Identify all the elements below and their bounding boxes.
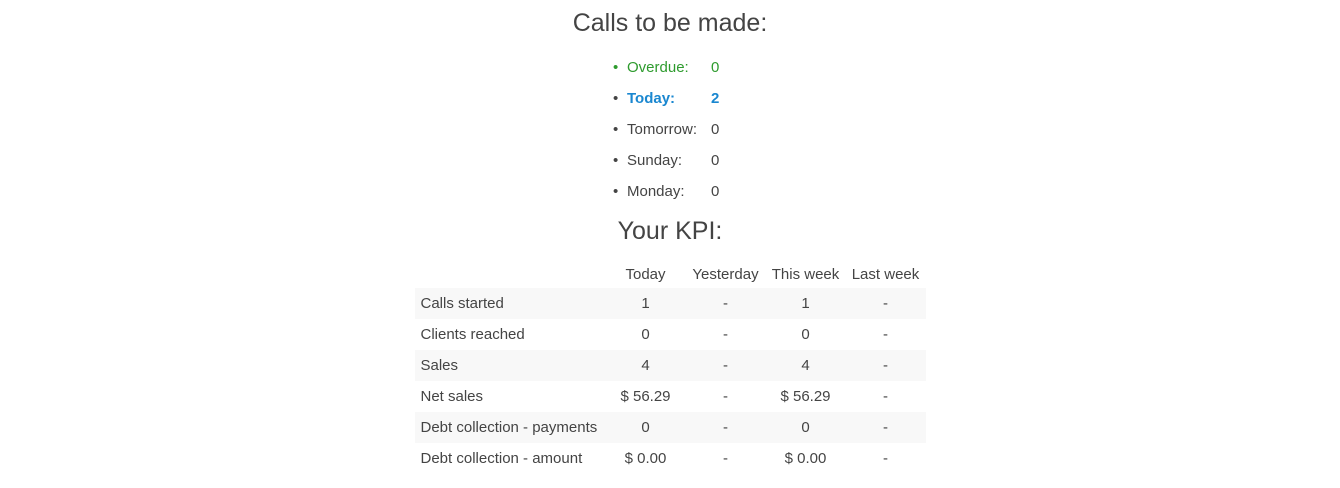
kpi-row-label: Clients reached (420, 326, 525, 343)
list-item-label: Overdue: (627, 59, 689, 76)
kpi-header-empty-cell (415, 260, 606, 288)
kpi-table: Today Yesterday This week Last week Calls s… (414, 260, 926, 474)
table-cell: - (723, 326, 728, 343)
list-item-label: Monday: (627, 183, 685, 200)
bullet-icon: • (613, 59, 619, 76)
calls-section-title: Calls to be made: (572, 9, 768, 37)
table-row: Debt collection - payments 0 - 0 - (414, 412, 926, 443)
table-cell: 0 (641, 326, 650, 343)
kpi-column-header: This week (771, 265, 840, 283)
list-item-label: Today: (627, 90, 676, 107)
table-cell: $ 0.00 (784, 450, 827, 467)
table-cell: 0 (801, 419, 810, 436)
kpi-row-label: Net sales (420, 388, 484, 405)
list-item-label: Sunday: (627, 152, 683, 169)
table-cell: - (883, 295, 888, 312)
table-row: Clients reached 0 - 0 - (415, 319, 926, 350)
table-cell: - (723, 357, 728, 374)
table-row: Debt collection - amount $ 0.00 - $ 0.00 - (415, 443, 926, 474)
table-cell: - (723, 388, 728, 405)
list-item: • Overdue: 0 (613, 52, 727, 83)
kpi-row-label: Calls started (420, 295, 504, 312)
kpi-row-label: Debt collection - payments (420, 419, 598, 436)
list-item: • Today: 2 (613, 83, 727, 114)
table-cell: - (883, 357, 888, 374)
table-cell: - (723, 450, 728, 467)
kpi-row-label: Sales (420, 357, 459, 374)
table-cell: - (883, 419, 888, 436)
table-cell: $ 0.00 (624, 450, 667, 467)
table-row: Sales 4 - 4 - (414, 350, 926, 381)
list-item-label: Tomorrow: (627, 121, 698, 138)
table-cell: - (723, 295, 728, 312)
kpi-header-row: Today Yesterday This week Last week (415, 260, 926, 288)
bullet-icon: • (613, 90, 619, 107)
kpi-section-title: Your KPI: (617, 217, 723, 245)
table-row: Net sales $ 56.29 - $ 56.29 - (415, 381, 926, 412)
kpi-row-label: Debt collection - amount (420, 450, 583, 467)
list-item-value: 2 (711, 90, 720, 107)
table-cell: - (883, 388, 888, 405)
table-cell: $ 56.29 (620, 388, 671, 405)
table-cell: - (883, 450, 888, 467)
list-item: • Monday: 0 (613, 176, 727, 207)
kpi-column-header: Yesterday (692, 265, 759, 283)
table-cell: 1 (801, 295, 810, 312)
list-item-value: 0 (711, 59, 720, 76)
list-item-value: 0 (711, 121, 720, 138)
bullet-icon: • (613, 183, 619, 200)
kpi-column-header: Today (625, 265, 666, 283)
table-cell: 4 (641, 357, 650, 374)
list-item-value: 0 (711, 183, 720, 200)
list-item-value: 0 (711, 152, 720, 169)
calls-to-be-made-list: • Overdue: 0 • Today: 2 • Tomorrow: 0 • Sunday: 0 • M… (613, 52, 727, 207)
table-row: Calls started 1 - 1 - (414, 288, 926, 319)
table-cell: - (883, 326, 888, 343)
table-cell: - (723, 419, 728, 436)
list-item: • Tomorrow: 0 (613, 114, 727, 145)
table-cell: $ 56.29 (780, 388, 831, 405)
dashboard-content: Calls to be made: • Overdue: 0 • Today: 2 • Tom… (414, 0, 926, 474)
kpi-column-header: Last week (851, 265, 920, 283)
table-cell: 0 (801, 326, 810, 343)
list-item: • Sunday: 0 (613, 145, 727, 176)
table-cell: 4 (801, 357, 810, 374)
table-cell: 1 (641, 295, 650, 312)
bullet-icon: • (613, 152, 619, 169)
bullet-icon: • (613, 121, 619, 138)
table-cell: 0 (641, 419, 650, 436)
